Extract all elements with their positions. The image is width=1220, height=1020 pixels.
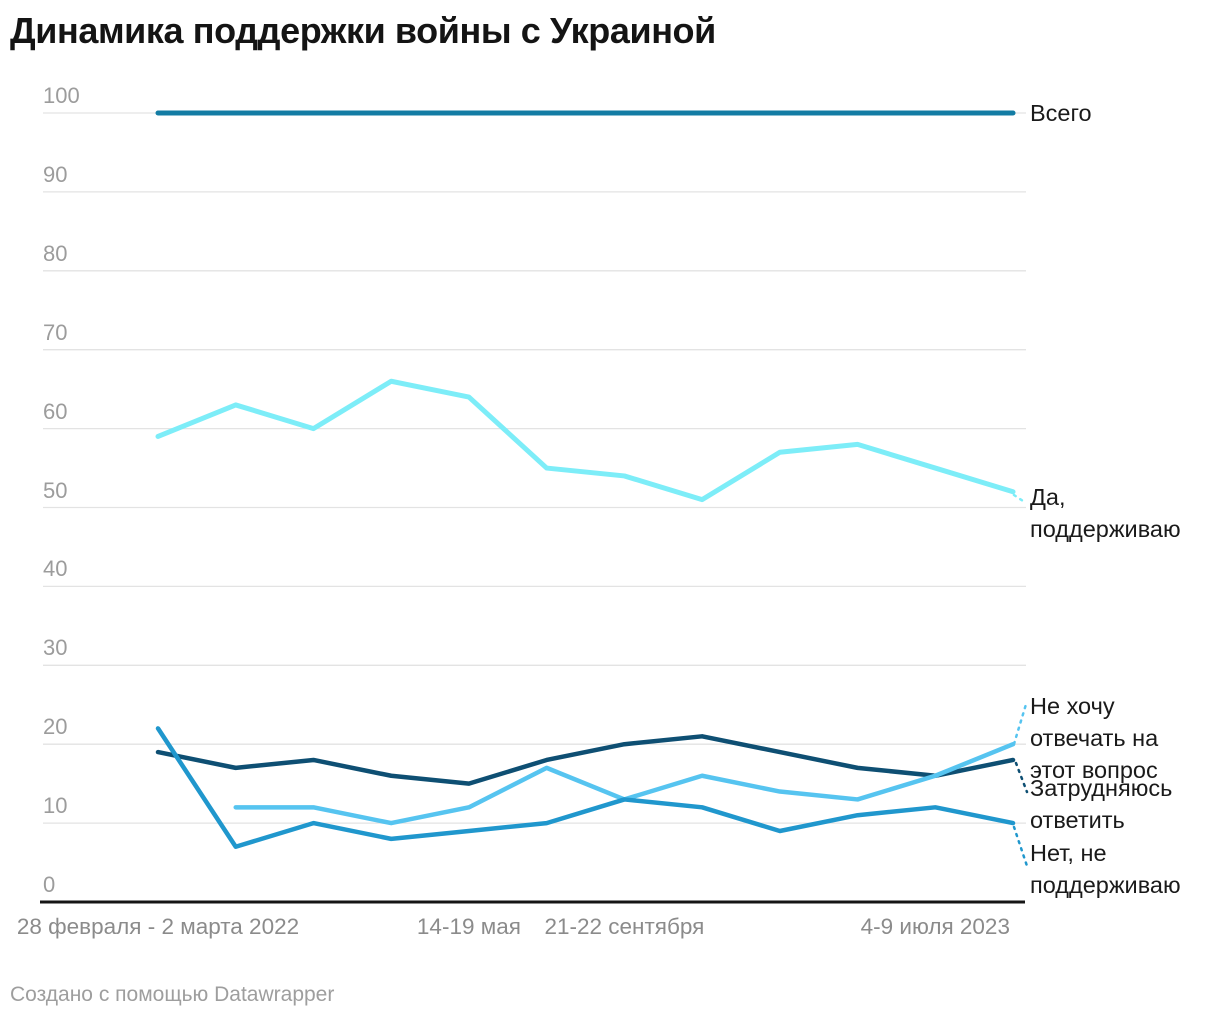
series-label-line: Не хочу: [1030, 693, 1115, 719]
series-label-3: Не хочу отвечать на этот вопрос: [1030, 690, 1158, 786]
series-label-line: Да,: [1030, 484, 1066, 510]
series-line-2: [155, 378, 1016, 503]
y-tick-label: 90: [43, 161, 68, 187]
series-label-line: этот вопрос: [1030, 757, 1158, 783]
y-tick-label: 100: [43, 83, 80, 108]
attribution-text: Создано с помощью Datawrapper: [10, 983, 335, 1006]
x-tick-label: 4-9 июля 2023: [860, 914, 1010, 939]
y-tick-label: 0: [43, 872, 56, 897]
y-tick-label: 30: [43, 635, 68, 661]
series-label-line: отвечать на: [1030, 725, 1159, 751]
series-label-line: поддерживаю: [1030, 516, 1181, 542]
series-label-line: Нет, не: [1030, 840, 1107, 866]
series-line-5: [155, 726, 1016, 850]
series-label-line: Всего: [1030, 100, 1092, 126]
y-tick-label: 10: [43, 793, 68, 819]
y-tick-label: 80: [43, 240, 68, 266]
series-label-line: ответить: [1030, 807, 1125, 833]
chart-title: Динамика поддержки войны с Украиной: [10, 10, 716, 51]
y-tick-label: 40: [43, 556, 68, 582]
series-label-line: Затрудняюсь: [1030, 775, 1173, 801]
label-connector-4: [1014, 761, 1029, 794]
y-tick-label: 60: [43, 398, 68, 424]
x-tick-label: 28 февраля - 2 марта 2022: [16, 914, 300, 939]
x-tick-label: 21-22 сентября: [544, 914, 705, 939]
series-line-4: [155, 734, 1016, 786]
y-tick-label: 20: [43, 714, 68, 740]
series-label-2: Да, поддерживаю: [1030, 481, 1181, 545]
x-tick-label: 14-19 мая: [416, 914, 521, 939]
series-label-line: поддерживаю: [1030, 872, 1181, 898]
series-label-5: Нет, не поддерживаю: [1030, 837, 1181, 901]
y-tick-label: 50: [43, 477, 68, 503]
label-connector-5: [1012, 825, 1029, 868]
series-label-1: Всего: [1030, 97, 1092, 129]
series-label-4: Затрудняюсь ответить: [1030, 772, 1172, 836]
label-connector-2: [1012, 493, 1028, 505]
label-connector-3: [1012, 699, 1029, 746]
y-tick-label: 70: [43, 319, 68, 345]
